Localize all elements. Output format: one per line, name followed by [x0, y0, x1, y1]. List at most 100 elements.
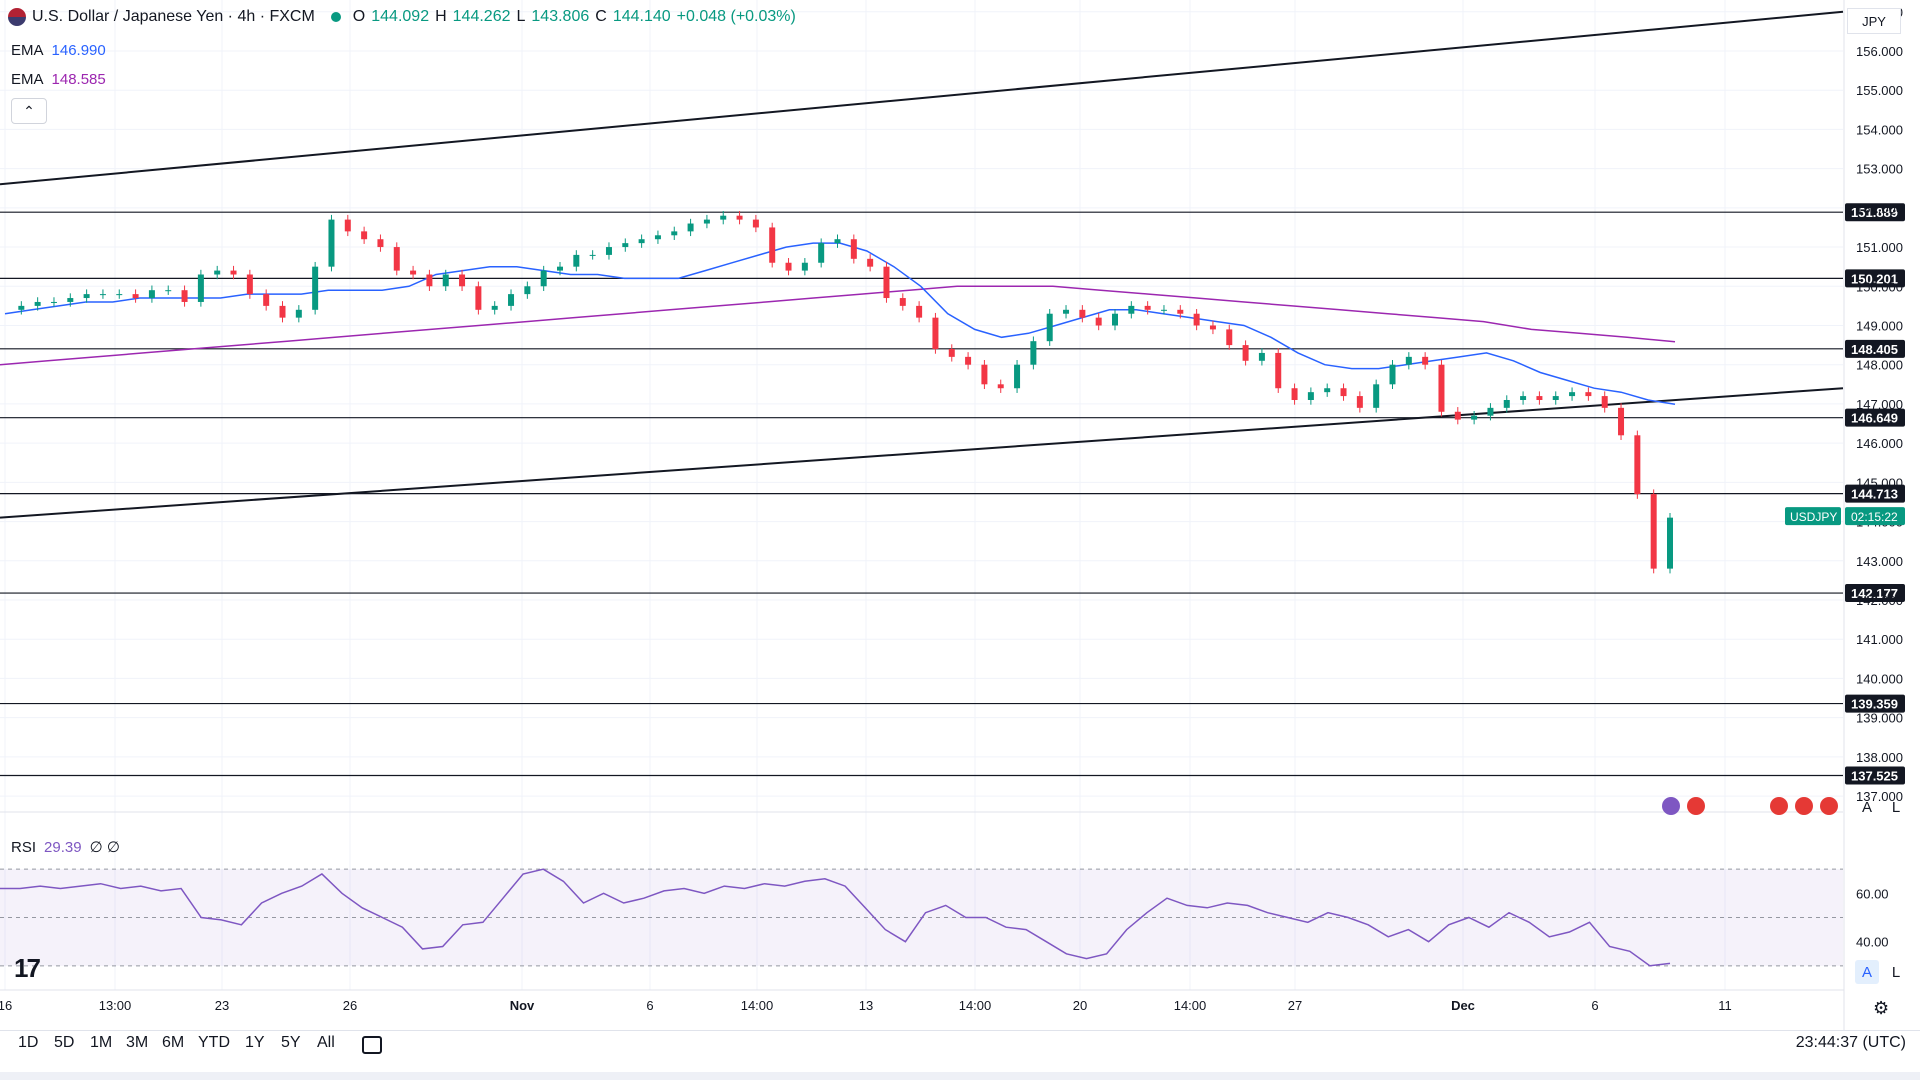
currency-button[interactable]: JPY [1847, 8, 1901, 34]
open-label: O [352, 8, 366, 25]
range-button-5y[interactable]: 5Y [281, 1034, 301, 1051]
open-value: 144.092 [371, 8, 430, 25]
log-scale-button[interactable]: L [1891, 798, 1901, 816]
economic-event-icon[interactable] [1770, 797, 1788, 815]
economic-event-icon[interactable] [1820, 797, 1838, 815]
ema-fast-legend[interactable]: EMA 146.990 [11, 42, 106, 59]
candle-body [540, 270, 547, 287]
candle-body [34, 301, 41, 306]
utc-clock[interactable]: 23:44:37 (UTC) [1795, 1034, 1906, 1051]
candle-body [524, 286, 531, 295]
chart-area[interactable]: 151.889 150.201 148.405 146.649 144.713 142.1… [0, 0, 1920, 1030]
price-tick-label: 148.000 [1856, 358, 1903, 373]
candle-body [589, 254, 596, 256]
candle-body [557, 266, 563, 271]
calendar-icon[interactable] [362, 1036, 382, 1054]
ema-slow-legend[interactable]: EMA 148.585 [11, 71, 106, 88]
price-tick-label: 138.000 [1856, 750, 1903, 765]
rsi-auto-scale-button[interactable]: A [1855, 960, 1879, 984]
candle-body [99, 294, 106, 296]
level-price-tag [1845, 269, 1905, 288]
candle-body [1242, 345, 1249, 361]
candle-body [1389, 364, 1396, 385]
candle-body [948, 349, 955, 357]
candle-body [410, 270, 417, 275]
candle-body [475, 286, 482, 310]
candle-body [1275, 352, 1282, 389]
time-tick-label: 14:00 [1174, 998, 1207, 1013]
market-open-icon [330, 12, 341, 22]
candle-body [1585, 392, 1592, 397]
chevron-up-icon: ⌃ [23, 102, 35, 119]
candle-body [50, 301, 57, 303]
range-button-5d[interactable]: 5D [54, 1034, 75, 1051]
price-tick-label: 142.000 [1856, 593, 1903, 608]
candle-body [654, 235, 661, 240]
settings-gear-icon[interactable]: ⚙ [1873, 998, 1890, 1018]
candle-body [295, 309, 302, 318]
rsi-log-scale-button[interactable]: L [1891, 963, 1901, 981]
range-button-1y[interactable]: 1Y [245, 1034, 265, 1051]
rsi-extra-2: ∅ [106, 839, 120, 856]
candle-body [687, 223, 694, 232]
price-tick-label: 140.000 [1856, 671, 1903, 686]
candle-body [801, 262, 808, 271]
candle-body [148, 290, 155, 299]
range-button-1d[interactable]: 1D [18, 1034, 39, 1051]
price-tick-label: 151.000 [1856, 240, 1903, 255]
range-button-6m[interactable]: 6M [162, 1034, 185, 1051]
candle-body [18, 305, 25, 310]
candle-body [344, 219, 351, 232]
candle-body [671, 231, 678, 236]
range-button-all[interactable]: All [317, 1034, 335, 1051]
collapse-legend-button[interactable]: ⌃ [11, 98, 47, 124]
candle-body [1095, 317, 1102, 326]
candle-body [67, 298, 74, 302]
price-tick-label: 139.000 [1856, 711, 1903, 726]
price-tick-label: 146.000 [1856, 436, 1903, 451]
candle-body [736, 215, 743, 220]
candle-body [377, 239, 384, 248]
economic-event-icon[interactable] [1687, 797, 1705, 815]
candle-body [638, 239, 645, 244]
candle-body [703, 219, 710, 224]
candle-body [116, 294, 123, 296]
candle-body [1569, 392, 1576, 397]
low-value: 143.806 [531, 8, 590, 25]
upper-channel-line [0, 10, 1844, 186]
candle-body [214, 270, 221, 275]
candle-body [1373, 384, 1380, 408]
high-value: 144.262 [452, 8, 511, 25]
chart-title[interactable]: U.S. Dollar / Japanese Yen · 4h · FXCM [32, 8, 315, 25]
level-price-label: 139.359 [1851, 697, 1898, 712]
range-button-ytd[interactable]: YTD [198, 1034, 230, 1051]
rsi-legend[interactable]: RSI 29.39 ∅ ∅ [11, 838, 120, 856]
candle-body [1454, 411, 1461, 420]
economic-event-icon[interactable] [1795, 797, 1813, 815]
price-tick-label: 141.000 [1856, 632, 1903, 647]
dividend-event-icon[interactable] [1662, 797, 1680, 815]
candle-body [459, 274, 466, 287]
candle-body [1471, 415, 1478, 420]
candle-body [328, 219, 335, 267]
symbol-tag-label: USDJPY [1790, 510, 1837, 524]
symbol-tag [1785, 507, 1841, 526]
ema-slow-line [0, 285, 1676, 366]
ema-fast-value: 146.990 [51, 42, 106, 59]
candle-body [1422, 356, 1429, 365]
price-tick-label: 154.000 [1856, 122, 1903, 137]
range-button-1m[interactable]: 1M [90, 1034, 113, 1051]
level-price-tag [1845, 408, 1905, 427]
countdown-tag [1845, 507, 1905, 526]
candle-body [1307, 392, 1314, 400]
auto-scale-button[interactable]: A [1861, 798, 1872, 816]
price-tick-label: 147.000 [1856, 397, 1903, 412]
range-button-3m[interactable]: 3M [126, 1034, 149, 1051]
status-strip [0, 1072, 1920, 1080]
candle-body [246, 274, 253, 295]
rsi-value: 29.39 [44, 839, 82, 856]
time-tick-label: 20 [1073, 998, 1087, 1013]
level-price-label: 151.889 [1851, 205, 1898, 220]
candle-body [1209, 325, 1216, 330]
candle-body [165, 290, 172, 292]
